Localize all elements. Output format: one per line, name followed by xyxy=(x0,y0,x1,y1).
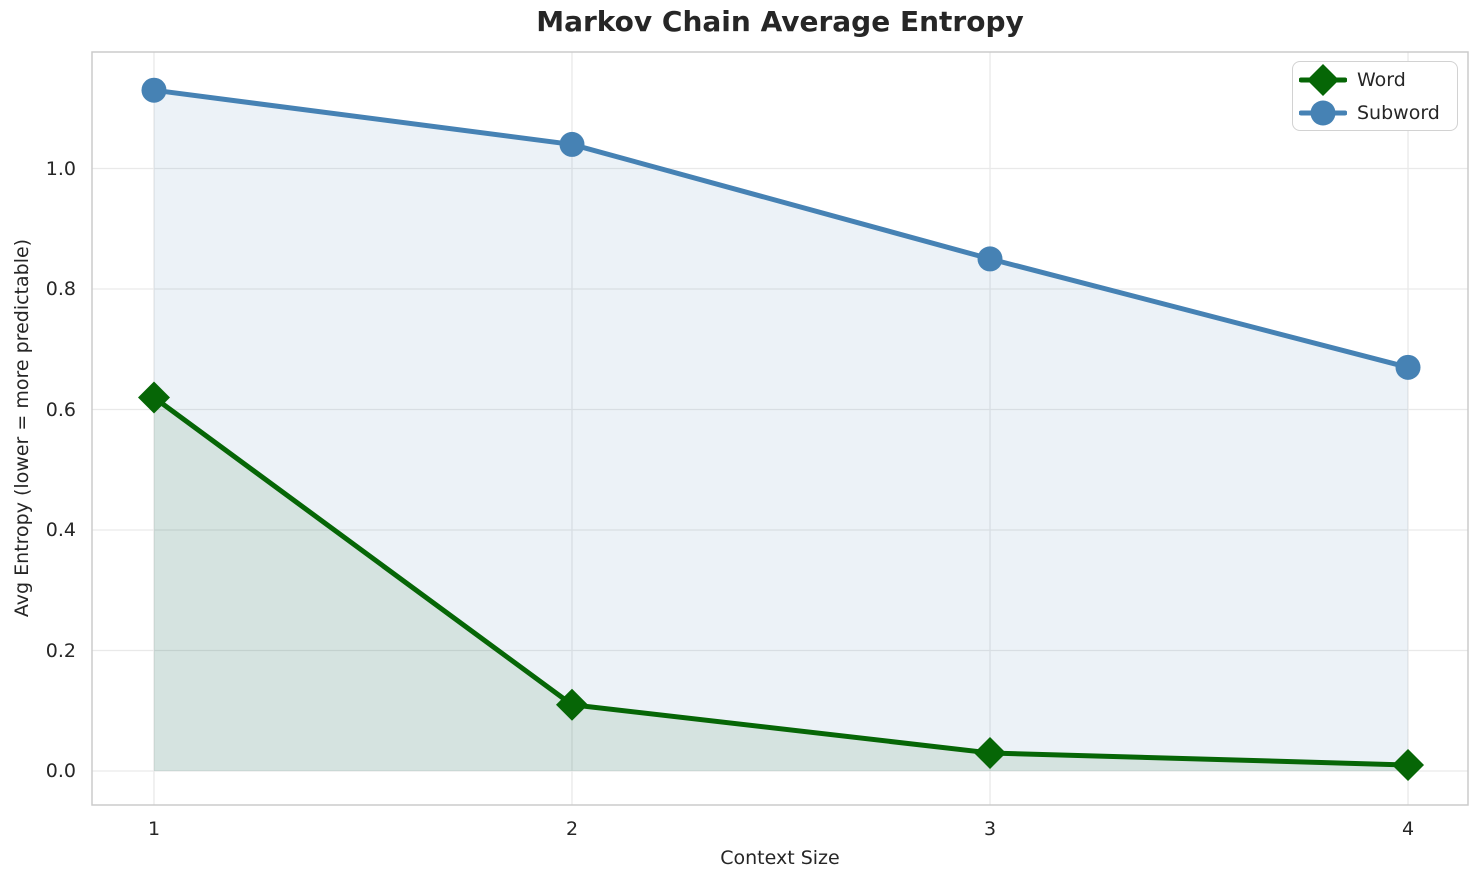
x-tick-label: 4 xyxy=(1401,818,1415,840)
word-marker xyxy=(555,688,588,721)
y-tick-label: 0.4 xyxy=(45,519,76,542)
y-tick-label: 0.2 xyxy=(45,639,76,662)
subword-marker xyxy=(141,77,167,103)
x-tick-label: 2 xyxy=(565,818,579,840)
word-marker xyxy=(137,381,170,414)
y-tick-label: 0.6 xyxy=(45,398,76,421)
legend: Word Subword xyxy=(1292,61,1458,131)
y-tick-label: 1.0 xyxy=(45,157,76,180)
subword-marker xyxy=(559,131,585,157)
subword-marker xyxy=(1395,354,1421,380)
subword-line-marker-icon xyxy=(1299,100,1347,125)
x-tick-label: 3 xyxy=(983,818,997,840)
word-line-marker-icon xyxy=(1299,63,1347,96)
word-legend-marker xyxy=(1307,63,1339,96)
word-marker xyxy=(974,736,1007,769)
subword-line xyxy=(151,87,1411,370)
x-tick-label: 1 xyxy=(147,818,161,840)
y-tick-label: 0.0 xyxy=(45,760,76,783)
subword-legend-marker xyxy=(1310,100,1336,125)
legend-item-word: Word xyxy=(1299,63,1457,96)
y-tick-label: 0.8 xyxy=(45,278,76,301)
subword-marker xyxy=(977,246,1003,272)
word-marker xyxy=(1392,748,1425,781)
legend-label-subword: Subword xyxy=(1357,101,1440,124)
legend-item-subword: Subword xyxy=(1299,96,1457,129)
chart-title: Markov Chain Average Entropy xyxy=(536,5,1024,38)
word-area-fill xyxy=(153,397,1409,772)
word-line xyxy=(151,394,1411,768)
plot-border xyxy=(91,51,1469,806)
subword-area-fill xyxy=(153,90,1409,772)
x-axis-label: Context Size xyxy=(720,847,840,869)
legend-label-word: Word xyxy=(1357,68,1406,91)
